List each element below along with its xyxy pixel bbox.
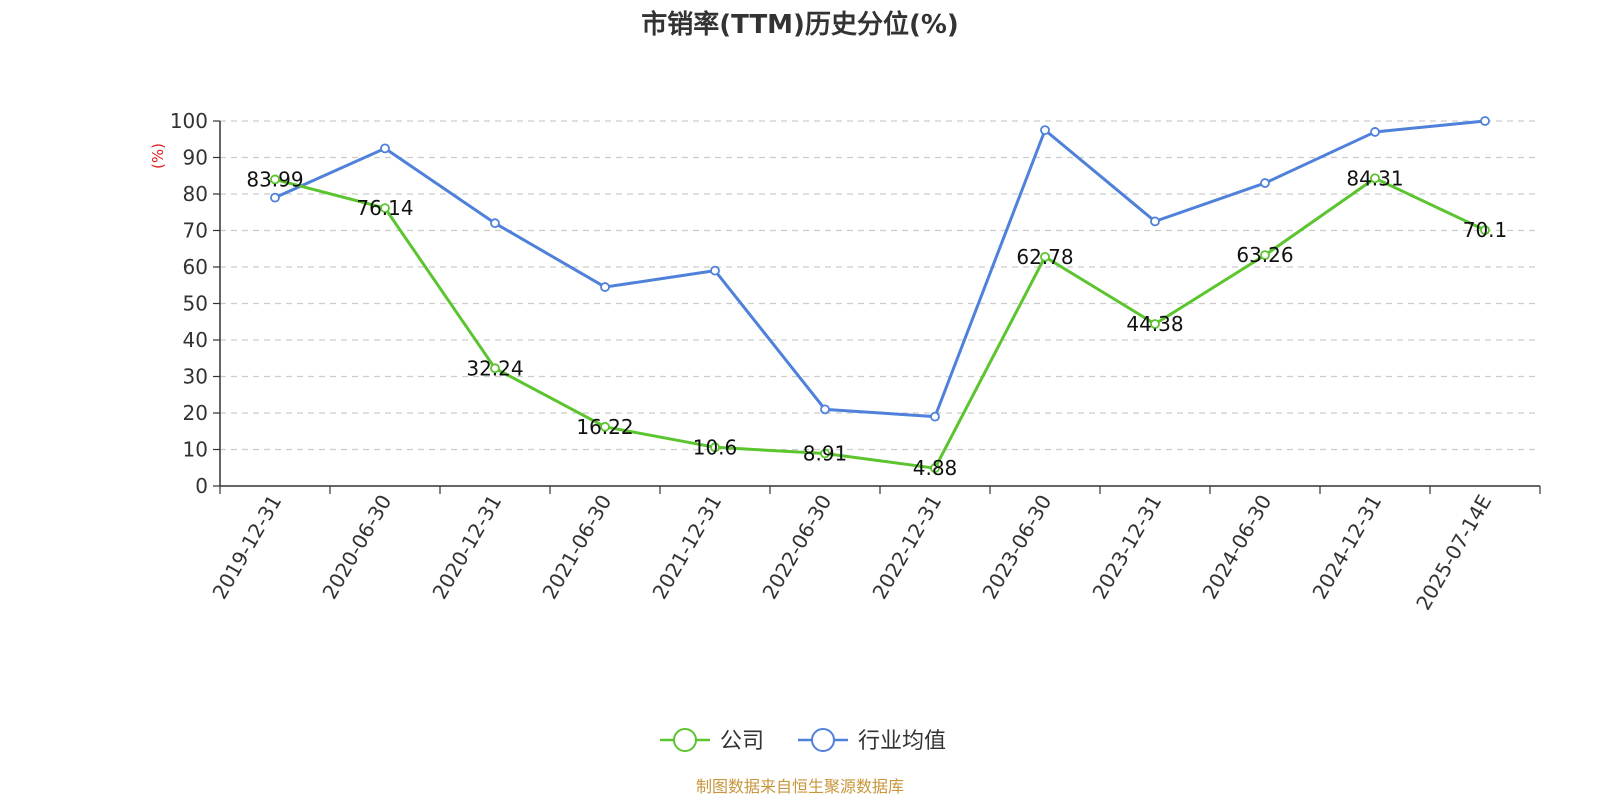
data-point bbox=[600, 282, 610, 292]
chart-title: 市销率(TTM)历史分位(%) bbox=[641, 9, 959, 40]
x-axis-ticks: 2019-12-31 2020-06-30 2020-12-31 2021-06-30… bbox=[207, 486, 1541, 615]
data-point bbox=[1370, 127, 1380, 137]
data-point bbox=[600, 421, 610, 432]
legend-item-1[interactable]: 行业均值 bbox=[798, 728, 946, 754]
data-label: 8.91 bbox=[803, 441, 848, 465]
x-tick-label: 2024-12-31 bbox=[1307, 491, 1386, 604]
y-tick-label: 30 bbox=[183, 365, 208, 389]
x-tick-label: 2022-06-30 bbox=[757, 491, 836, 604]
data-point bbox=[380, 143, 390, 154]
series-line bbox=[274, 176, 1486, 470]
grid-lines bbox=[220, 120, 1540, 451]
legend-item-0[interactable]: 公司 bbox=[660, 728, 764, 754]
data-point bbox=[1480, 225, 1490, 236]
data-point bbox=[490, 363, 500, 374]
data-label: 84.31 bbox=[1346, 166, 1403, 190]
data-label: 83.99 bbox=[246, 167, 303, 191]
data-point bbox=[270, 174, 280, 185]
data-point bbox=[1370, 173, 1380, 184]
data-label: 62.78 bbox=[1016, 245, 1073, 269]
x-tick-label: 2021-06-30 bbox=[537, 491, 616, 604]
y-tick-label: 0 bbox=[195, 474, 208, 498]
y-axis-ticks: 0 10 20 30 40 50 60 70 80 90 100 bbox=[170, 109, 220, 498]
y-tick-label: 100 bbox=[170, 109, 208, 133]
x-tick-label: 2022-12-31 bbox=[867, 491, 946, 604]
data-label: 76.14 bbox=[356, 196, 413, 220]
series-0 bbox=[270, 173, 1490, 474]
data-point bbox=[270, 192, 280, 203]
legend-label: 行业均值 bbox=[858, 729, 946, 754]
x-tick-label: 2019-12-31 bbox=[207, 491, 286, 604]
data-label: 44.38 bbox=[1126, 312, 1183, 336]
y-tick-label: 70 bbox=[183, 219, 208, 243]
y-axis-unit-label: (%) bbox=[149, 143, 167, 169]
legend-marker bbox=[673, 728, 697, 752]
data-point bbox=[820, 448, 830, 459]
y-tick-label: 50 bbox=[183, 292, 208, 316]
data-point bbox=[490, 218, 500, 229]
data-label: 32.24 bbox=[466, 356, 523, 380]
legend-marker bbox=[811, 728, 835, 752]
series-line bbox=[274, 119, 1486, 419]
data-point bbox=[1150, 319, 1160, 329]
data-label: 70.1 bbox=[1463, 218, 1508, 242]
data-point bbox=[710, 265, 720, 276]
data-point bbox=[710, 442, 720, 453]
x-tick-label: 2024-06-30 bbox=[1197, 491, 1276, 604]
legend-label: 公司 bbox=[720, 729, 764, 754]
x-tick-label: 2021-12-31 bbox=[647, 491, 726, 604]
data-point bbox=[1260, 250, 1270, 261]
data-point bbox=[380, 203, 390, 213]
y-tick-label: 20 bbox=[183, 401, 208, 425]
data-label: 16.22 bbox=[576, 415, 633, 439]
data-label: 4.88 bbox=[913, 456, 958, 480]
x-tick-label: 2023-06-30 bbox=[977, 491, 1056, 604]
data-label: 10.6 bbox=[693, 435, 738, 459]
y-tick-label: 80 bbox=[183, 182, 208, 206]
y-tick-label: 90 bbox=[183, 146, 208, 170]
data-point bbox=[1260, 178, 1270, 188]
data-label: 63.26 bbox=[1236, 243, 1293, 267]
x-tick-label: 2020-06-30 bbox=[317, 491, 396, 604]
data-point bbox=[1040, 251, 1050, 262]
data-point bbox=[1040, 125, 1050, 136]
legend[interactable]: 公司 行业均值 bbox=[660, 728, 946, 754]
y-tick-label: 40 bbox=[183, 328, 208, 352]
y-tick-label: 60 bbox=[183, 255, 208, 279]
data-labels: 83.99 76.14 32.24 16.22 10.6 8.91 4.88 62.78 44.… bbox=[246, 166, 1507, 480]
data-point bbox=[820, 404, 830, 415]
series-layer bbox=[270, 116, 1490, 474]
data-point bbox=[930, 463, 940, 474]
y-tick-label: 10 bbox=[183, 438, 208, 462]
series-1 bbox=[270, 116, 1490, 422]
data-point bbox=[1150, 216, 1160, 227]
data-point bbox=[930, 411, 940, 422]
x-tick-label: 2023-12-31 bbox=[1087, 491, 1166, 604]
source-note: 制图数据来自恒生聚源数据库 bbox=[696, 777, 904, 796]
x-tick-label: 2025-07-14E bbox=[1411, 491, 1496, 615]
data-point bbox=[1480, 116, 1490, 126]
x-tick-label: 2020-12-31 bbox=[427, 491, 506, 604]
